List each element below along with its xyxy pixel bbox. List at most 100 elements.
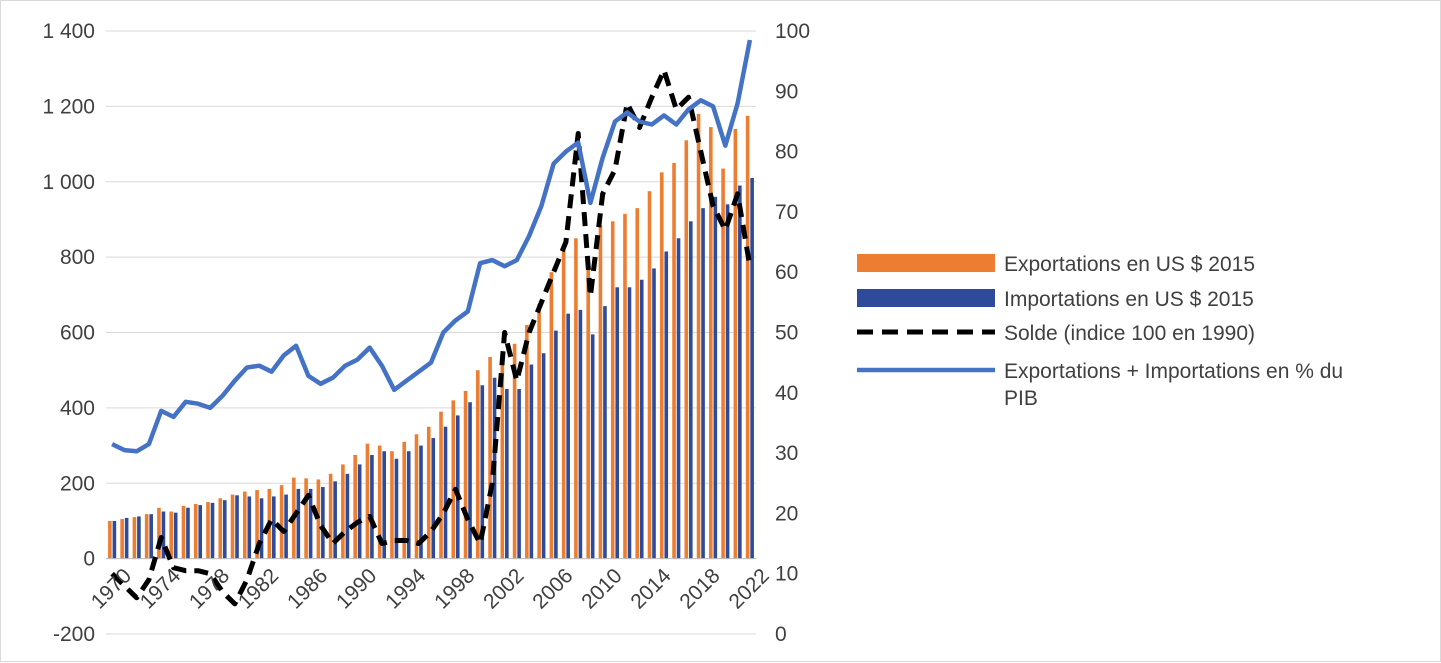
export-bar (623, 213, 627, 559)
x-tick-label: 2002 (479, 564, 528, 613)
export-bar (721, 168, 725, 559)
legend: Exportations en US $ 2015 Importations en… (857, 253, 1343, 410)
right-tick-label: 0 (775, 623, 787, 646)
legend-swatch (857, 254, 995, 272)
import-bar (370, 454, 374, 559)
export-bar (586, 257, 590, 559)
legend-label: Exportations + Importations en % du PIB (1004, 360, 1343, 410)
import-bar (541, 353, 546, 559)
x-tick-label: 1994 (381, 564, 431, 614)
import-bar (431, 438, 436, 559)
export-bar (684, 140, 689, 559)
x-tick-label: 2022 (724, 564, 773, 613)
import-bar (161, 511, 166, 559)
export-bar (745, 115, 750, 559)
export-bar (426, 426, 431, 559)
export-bar (696, 113, 701, 559)
export-bar (549, 272, 554, 559)
bars (108, 113, 754, 559)
import-bar (259, 498, 264, 559)
export-bar (635, 208, 640, 559)
legend-label: Importations en US $ 2015 (1004, 288, 1254, 311)
import-bar (112, 520, 117, 559)
x-tick-label: 1974 (136, 564, 186, 614)
left-tick-label: 1 200 (42, 95, 95, 118)
export-bar (733, 128, 738, 559)
left-tick-label: 600 (60, 322, 95, 345)
export-bar (279, 485, 284, 559)
left-tick-label: 0 (83, 548, 95, 571)
import-bar (713, 196, 718, 559)
right-tick-label: 40 (775, 382, 798, 405)
right-tick-label: 100 (775, 20, 810, 43)
import-bar (173, 512, 178, 559)
import-bar (725, 204, 730, 559)
import-bar (664, 251, 669, 559)
import-bar (480, 385, 485, 559)
import-bar (517, 389, 521, 559)
right-tick-label: 80 (775, 141, 798, 164)
import-bar (603, 306, 607, 559)
import-bar (406, 451, 411, 559)
export-bar (390, 451, 394, 559)
import-bar (394, 458, 399, 559)
solde-line (110, 67, 753, 607)
export-bar (218, 498, 223, 559)
x-tick-label: 2010 (577, 564, 626, 613)
export-bar (451, 400, 456, 559)
import-bar (688, 221, 693, 559)
export-bar (353, 454, 357, 559)
import-bar (284, 494, 288, 559)
export-bar (230, 494, 235, 559)
export-bar (598, 225, 603, 559)
right-tick-label: 10 (775, 563, 798, 586)
export-bar (402, 441, 407, 559)
import-bar (529, 364, 534, 559)
left-tick-label: 1 400 (42, 20, 95, 43)
import-bar (505, 389, 509, 559)
export-bar (157, 507, 161, 559)
import-bar (345, 473, 350, 559)
import-bar (615, 287, 620, 559)
export-bar (476, 370, 480, 559)
x-tick-label: 1986 (283, 564, 332, 613)
import-bar (578, 309, 583, 559)
export-bar (206, 502, 210, 559)
trade-gdp-line (111, 39, 753, 454)
left-tick-label: 400 (60, 397, 95, 420)
legend-label: Solde (indice 100 en 1990) (1004, 322, 1255, 345)
x-tick-label: 1978 (185, 564, 234, 613)
export-bar (304, 478, 308, 559)
export-bar (574, 238, 578, 559)
import-bar (750, 177, 754, 559)
export-bar (328, 473, 333, 559)
export-bar (463, 390, 468, 559)
export-bar (439, 411, 443, 559)
x-tick-label: 2014 (626, 564, 676, 614)
right-tick-label: 30 (775, 442, 798, 465)
right-tick-label: 60 (775, 261, 798, 284)
import-bar (554, 330, 558, 559)
right-tick-label: 70 (775, 201, 798, 224)
import-bar (198, 505, 203, 559)
export-bar (709, 127, 713, 559)
export-bar (169, 511, 174, 559)
import-bar (186, 507, 190, 559)
left-tick-label: 800 (60, 246, 95, 269)
export-bar (341, 464, 345, 559)
export-bar (659, 172, 664, 559)
x-tick-label: 1982 (234, 564, 283, 613)
legend-label: Exportations en US $ 2015 (1004, 253, 1255, 276)
legend-swatch (857, 289, 995, 307)
x-axis-ticks: 1970 1974 1978 1982 1986 1990 1994 1998 2002 2006… (87, 564, 774, 614)
x-tick-label: 2018 (675, 564, 724, 613)
left-axis-ticks: -200 0 200 400 600 800 1 000 1 200 1 400 (42, 20, 95, 646)
import-bar (455, 415, 460, 559)
export-bar (181, 505, 186, 559)
export-bar (414, 434, 419, 559)
import-bar (627, 287, 632, 559)
import-bar (590, 334, 595, 559)
export-bar (647, 191, 652, 559)
